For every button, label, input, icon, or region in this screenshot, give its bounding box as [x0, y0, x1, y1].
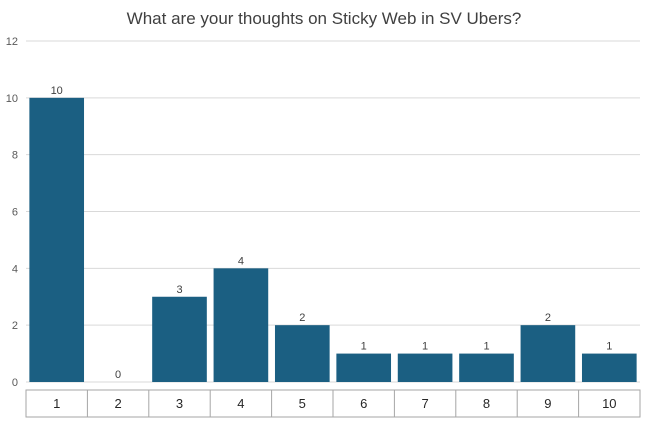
data-label-1: 10 [51, 85, 63, 97]
y-tick-label: 6 [12, 207, 18, 219]
bar-10 [581, 353, 637, 382]
x-tick-label: 5 [299, 396, 306, 411]
y-tick-label: 8 [12, 150, 18, 162]
bar-6 [336, 353, 392, 382]
y-axis-ticks: 0 2 4 6 8 10 12 [6, 36, 18, 389]
bar-3 [152, 296, 207, 382]
data-label-7: 1 [422, 341, 428, 353]
bar-8 [459, 353, 514, 382]
y-tick-label: 12 [6, 36, 18, 48]
gridlines [26, 40, 640, 383]
bar-4 [213, 268, 269, 382]
data-label-6: 1 [361, 341, 367, 353]
y-tick-label: 4 [12, 263, 18, 275]
x-tick-label: 6 [360, 396, 367, 411]
x-tick-label: 4 [237, 396, 244, 411]
chart-title: What are your thoughts on Sticky Web in … [127, 9, 522, 28]
data-label-9: 2 [545, 312, 551, 324]
bar-1 [29, 97, 85, 382]
y-tick-label: 2 [12, 320, 18, 332]
bar-7 [397, 353, 453, 382]
y-tick-label: 10 [6, 93, 18, 105]
bars [29, 97, 637, 382]
x-tick-label: 3 [176, 396, 183, 411]
x-tick-label: 2 [114, 396, 121, 411]
data-label-5: 2 [299, 312, 305, 324]
bar-9 [520, 325, 576, 382]
data-label-10: 1 [606, 341, 612, 353]
bar-5 [274, 325, 330, 382]
data-label-2: 0 [115, 369, 121, 381]
x-tick-label: 9 [544, 396, 551, 411]
data-label-8: 1 [483, 341, 489, 353]
x-tick-label: 8 [483, 396, 490, 411]
data-label-4: 4 [238, 255, 244, 267]
x-tick-label: 10 [602, 396, 616, 411]
y-tick-label: 0 [12, 377, 18, 389]
x-tick-label: 1 [53, 396, 60, 411]
data-labels: 10 0 3 4 2 1 1 1 2 1 [51, 85, 613, 381]
x-tick-label: 7 [421, 396, 428, 411]
data-label-3: 3 [176, 284, 182, 296]
x-axis-table: 1 2 3 4 5 6 7 8 9 10 [25, 389, 641, 418]
